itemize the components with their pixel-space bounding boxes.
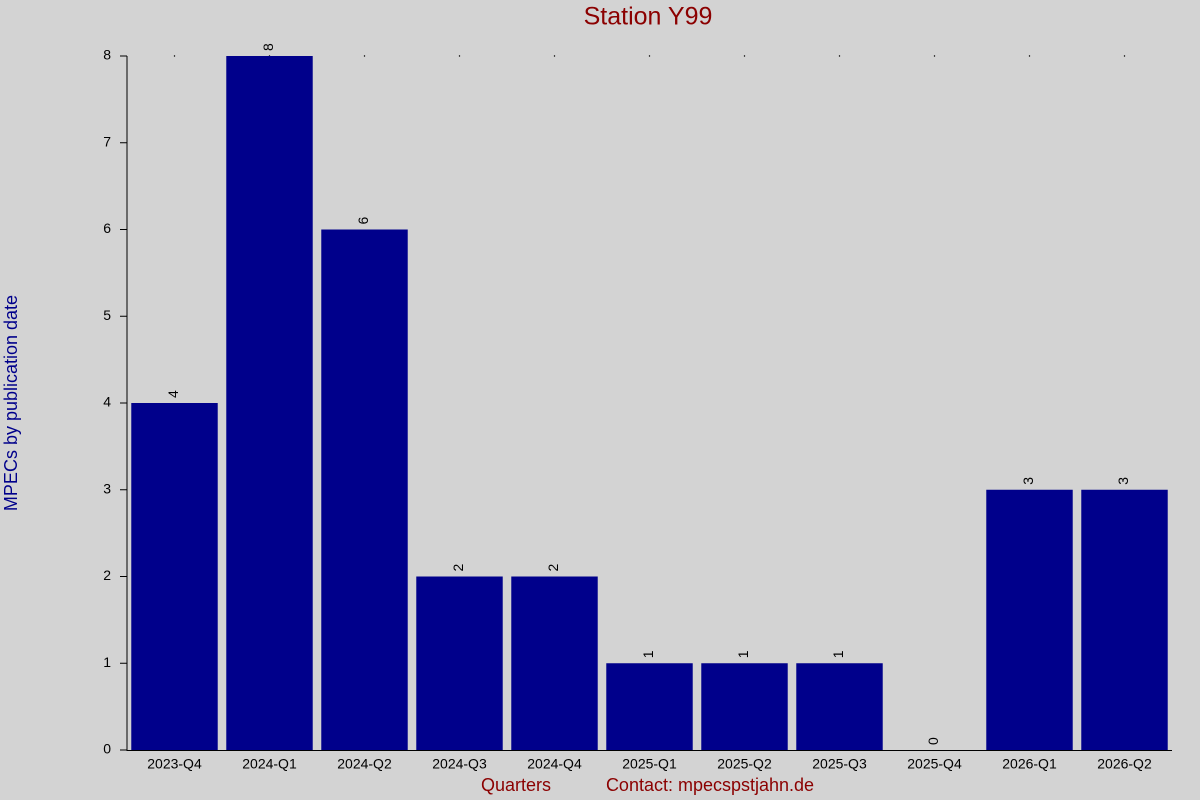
value-label: 1 xyxy=(640,650,656,658)
value-label: 1 xyxy=(830,650,846,658)
value-label: 2 xyxy=(450,564,466,572)
x-tick-label: 2025-Q4 xyxy=(907,756,962,772)
bar xyxy=(701,663,788,750)
y-tick-label: 0 xyxy=(103,741,111,757)
bar xyxy=(511,576,598,750)
value-label: 0 xyxy=(925,737,941,745)
annotation: Contact: mpecspstjahn.de xyxy=(606,775,814,795)
top-dot xyxy=(1123,55,1126,57)
x-tick-label: 2024-Q3 xyxy=(432,756,487,772)
x-tick-label: 2025-Q1 xyxy=(622,756,677,772)
x-tick-label: 2025-Q2 xyxy=(717,756,772,772)
x-tick-label: 2024-Q1 xyxy=(242,756,297,772)
y-tick-label: 3 xyxy=(103,480,111,496)
top-dot xyxy=(553,55,556,57)
x-tick-label: 2025-Q3 xyxy=(812,756,867,772)
y-tick-label: 4 xyxy=(103,394,111,410)
bar xyxy=(1081,489,1168,750)
y-tick-label: 2 xyxy=(103,567,111,583)
value-label: 3 xyxy=(1020,477,1036,485)
y-tick-label: 7 xyxy=(103,133,111,149)
top-dot xyxy=(838,55,841,57)
chart-title: Station Y99 xyxy=(584,3,713,31)
value-label: 6 xyxy=(355,217,371,225)
y-tick-label: 6 xyxy=(103,220,111,236)
top-dot xyxy=(1028,55,1031,57)
value-label: 1 xyxy=(735,650,751,658)
x-tick-label: 2026-Q2 xyxy=(1097,756,1152,772)
y-axis-label: MPECs by publication date xyxy=(1,295,21,511)
bar xyxy=(986,489,1073,750)
top-dot xyxy=(648,55,651,57)
top-dot xyxy=(743,55,746,57)
top-dot xyxy=(458,55,461,57)
x-tick-label: 2024-Q4 xyxy=(527,756,582,772)
bar xyxy=(131,403,218,750)
top-dot xyxy=(933,55,936,57)
value-label: 2 xyxy=(545,564,561,572)
top-dot xyxy=(363,55,366,57)
bar xyxy=(796,663,883,750)
x-axis-label: Quarters xyxy=(481,775,551,795)
x-tick-label: 2024-Q2 xyxy=(337,756,392,772)
value-label: 3 xyxy=(1115,477,1131,485)
x-tick-label: 2026-Q1 xyxy=(1002,756,1057,772)
top-dot xyxy=(173,55,176,57)
y-tick-label: 8 xyxy=(103,47,111,63)
bar xyxy=(606,663,693,750)
bar xyxy=(321,229,408,750)
bar xyxy=(226,56,313,750)
value-label: 8 xyxy=(260,43,276,51)
y-tick-label: 1 xyxy=(103,654,111,670)
bar xyxy=(416,576,503,750)
y-tick-label: 5 xyxy=(103,307,111,323)
value-label: 4 xyxy=(165,390,181,398)
x-tick-label: 2023-Q4 xyxy=(147,756,202,772)
